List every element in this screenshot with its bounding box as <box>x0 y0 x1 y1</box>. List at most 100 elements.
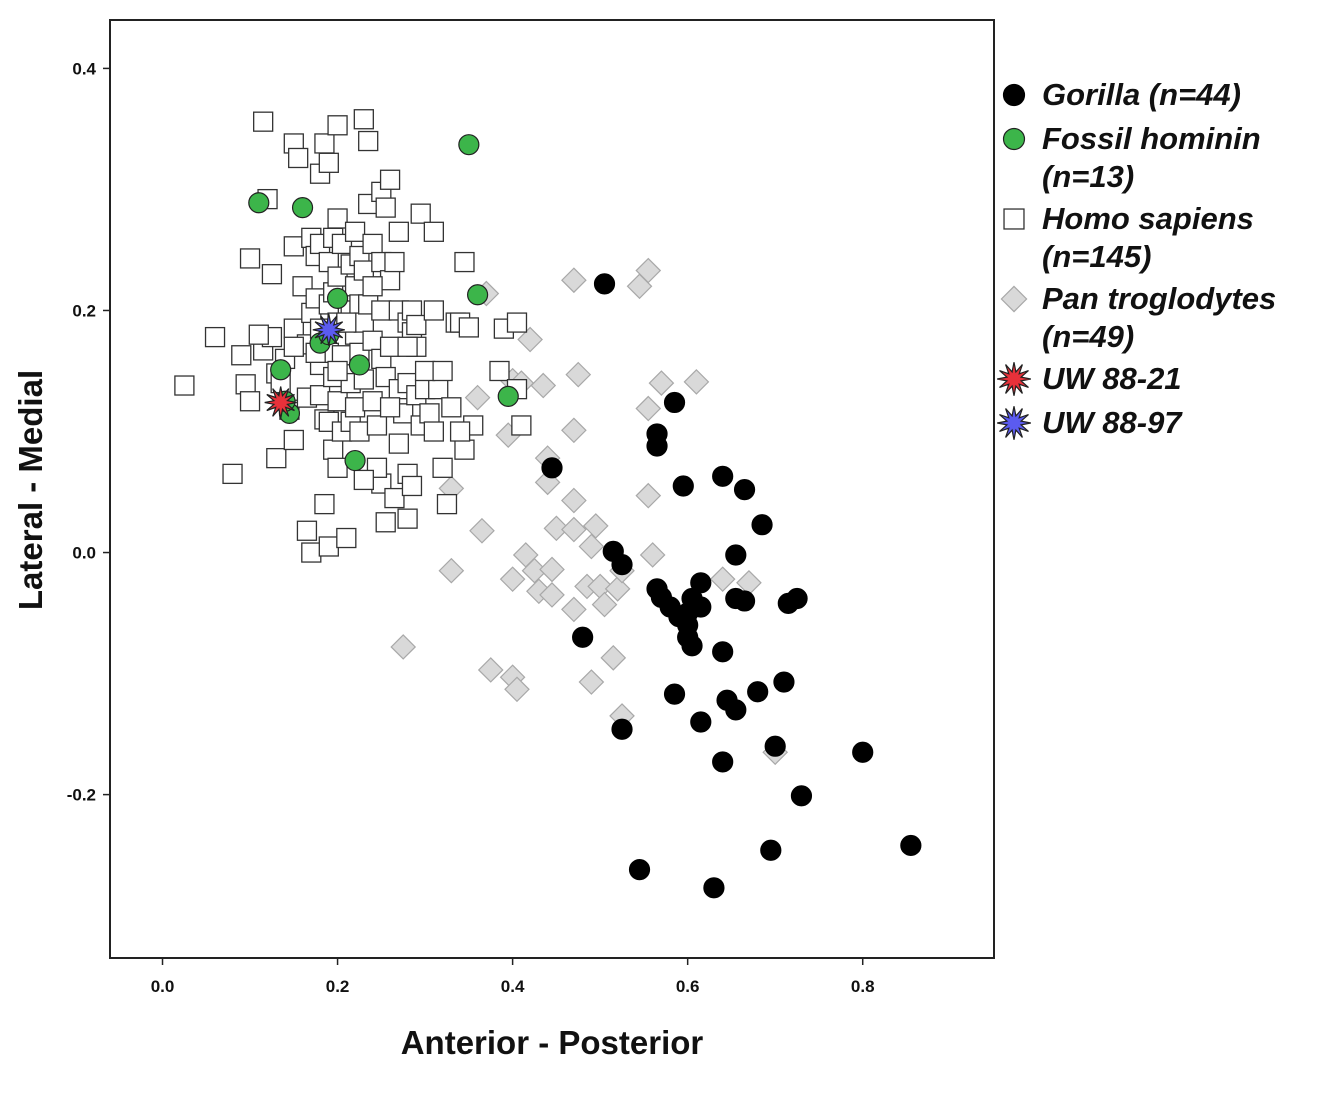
pan-troglodytes-point <box>578 669 605 695</box>
pan-troglodytes-point <box>600 644 627 671</box>
pan-troglodytes-point <box>469 517 495 544</box>
y-axis-label: Lateral - Medial <box>12 370 49 610</box>
homo-sapiens-point <box>253 111 274 132</box>
chart-marks <box>174 109 922 899</box>
fossil-hominin-point <box>270 359 292 381</box>
pan-troglodytes-point <box>565 361 592 388</box>
legend-label-gorilla: Gorilla (n=44) <box>1042 77 1241 112</box>
pan-troglodytes-point <box>683 369 710 395</box>
legend: Gorilla (n=44) Fossil hominin(n=13) Homo s… <box>997 77 1276 440</box>
homo-sapiens-point <box>375 512 396 533</box>
homo-sapiens-point <box>511 415 532 436</box>
fossil-hominin-point <box>348 354 371 376</box>
pan-troglodytes-point <box>539 556 565 583</box>
gorilla-point <box>628 859 651 881</box>
fossil-hominin-point <box>467 284 489 306</box>
gorilla-point <box>900 834 922 857</box>
homo-sapiens-point <box>362 276 383 297</box>
pan-troglodytes-point <box>582 513 609 539</box>
pan-troglodytes-point <box>530 372 557 399</box>
homo-sapiens-point <box>362 330 383 351</box>
legend-label-fossil-hominin: (n=13) <box>1042 159 1134 194</box>
homo-sapiens-point <box>323 439 344 460</box>
pan-troglodytes-point <box>561 417 587 444</box>
homo-sapiens-point <box>222 463 243 485</box>
x-tick-label: 0.2 <box>326 977 350 996</box>
homo-sapiens-point <box>379 169 401 190</box>
homo-sapiens-point <box>419 403 440 424</box>
gorilla-point <box>712 641 734 663</box>
gorilla-point <box>572 626 594 648</box>
gorilla-point <box>733 590 756 612</box>
gorilla-point <box>725 699 747 721</box>
legend-marker-uw-88-97 <box>997 406 1031 440</box>
homo-sapiens-point <box>327 115 348 136</box>
gorilla-point <box>773 671 795 693</box>
legend-marker-uw-88-21 <box>997 362 1031 396</box>
gorilla-point <box>593 273 616 295</box>
x-tick-label: 0.6 <box>676 977 700 996</box>
homo-sapiens-point <box>428 378 449 400</box>
pan-troglodytes-point <box>539 582 565 608</box>
fossil-hominin-point <box>344 449 366 472</box>
homo-sapiens-point <box>454 251 475 273</box>
gorilla-point <box>541 457 563 479</box>
legend-marker-fossil-hominin <box>1002 127 1026 151</box>
pan-troglodytes-point <box>561 267 587 294</box>
homo-sapiens-point <box>489 360 510 382</box>
pan-troglodytes-point <box>648 370 675 396</box>
pan-troglodytes-point <box>561 596 587 623</box>
homo-sapiens-point <box>318 152 339 173</box>
homo-sapiens-point <box>423 300 444 321</box>
gorilla-point <box>646 435 668 457</box>
pan-troglodytes-point <box>604 576 631 602</box>
homo-sapiens-point <box>432 360 453 382</box>
homo-sapiens-point <box>379 270 401 291</box>
homo-sapiens-point <box>266 447 287 469</box>
homo-sapiens-point <box>366 415 388 436</box>
homo-sapiens-point <box>388 221 409 242</box>
homo-sapiens-point <box>397 336 418 357</box>
pan-troglodytes-point <box>635 482 662 509</box>
homo-sapiens-point <box>406 314 427 336</box>
homo-sapiens-point <box>375 197 396 218</box>
gorilla-point <box>677 602 699 624</box>
gorilla-point <box>663 683 686 705</box>
homo-sapiens-point <box>454 439 475 460</box>
homo-sapiens-point <box>309 385 331 406</box>
homo-sapiens-point <box>362 233 383 255</box>
homo-sapiens-point <box>314 133 335 154</box>
homo-sapiens-point <box>174 375 195 396</box>
homo-sapiens-point <box>384 251 405 273</box>
pan-troglodytes-point <box>543 515 570 542</box>
gorilla-point <box>733 479 756 501</box>
gorilla-point <box>747 681 769 703</box>
fossil-hominin-point <box>458 134 480 156</box>
homo-sapiens-point <box>301 542 322 563</box>
pan-troglodytes-point <box>499 566 526 593</box>
homo-sapiens-point <box>414 360 436 382</box>
pan-troglodytes-point <box>438 557 465 584</box>
x-tick-label: 0.4 <box>501 977 525 996</box>
homo-sapiens-point <box>344 397 366 418</box>
gorilla-point <box>790 785 813 807</box>
uw-88-97-point <box>312 313 345 346</box>
homo-sapiens-point <box>283 336 304 357</box>
chart-axes: 0.0 0.2 0.4 0.6 0.8 -0.2 0.0 0.2 0.4 <box>67 59 875 996</box>
legend-label-homo-sapiens: Homo sapiens <box>1042 201 1254 236</box>
homo-sapiens-point <box>353 469 374 491</box>
legend-label-uw-88-21: UW 88-21 <box>1042 361 1182 396</box>
homo-sapiens-point <box>441 397 462 418</box>
homo-sapiens-point <box>327 360 348 382</box>
gorilla-point <box>852 741 874 763</box>
pan-troglodytes-point <box>517 326 543 353</box>
fossil-hominin-point <box>326 287 349 309</box>
gorilla-point <box>690 711 712 733</box>
fossil-hominin-point <box>291 197 314 219</box>
gorilla-point <box>764 735 786 757</box>
pan-troglodytes-point <box>561 487 587 514</box>
gorilla-point <box>751 514 773 536</box>
homo-sapiens-point <box>358 130 379 152</box>
legend-label-homo-sapiens: (n=145) <box>1042 239 1151 274</box>
homo-sapiens-point <box>336 527 357 549</box>
